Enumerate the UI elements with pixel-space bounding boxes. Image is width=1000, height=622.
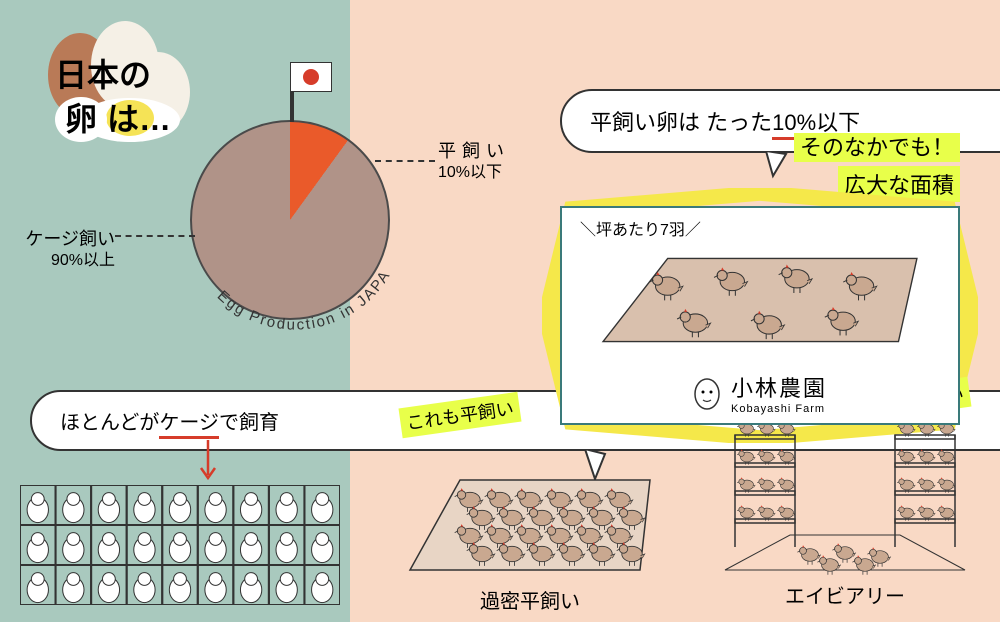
farm-box: ＼坪あたり7羽／ <box>560 206 960 425</box>
title-line1: 日本の <box>55 55 171 97</box>
aviary-caption: エイビアリー <box>720 580 970 609</box>
pie-body <box>190 120 390 320</box>
density-label: ＼坪あたり7羽／ <box>580 216 950 240</box>
arrow-down-icon <box>198 440 218 485</box>
japan-dot-icon <box>303 69 319 85</box>
crowded-block: これも平飼い <box>400 400 660 614</box>
pie-label-free: 平飼い 10%以下 <box>438 140 510 184</box>
cage-rack-illustration <box>20 485 340 605</box>
pie-chart: Egg Production in JAPAN <box>190 120 410 340</box>
farm-card-frame: ＼坪あたり7羽／ <box>560 206 960 425</box>
crowded-illustration <box>400 430 660 580</box>
infographic-canvas: 日本の 卵は… Egg Production in JAPAN ケージ飼い 90… <box>0 0 1000 622</box>
egg-face-icon <box>693 376 721 410</box>
aviary-illustration <box>720 415 970 575</box>
crowded-caption: 過密平飼い <box>400 585 660 614</box>
leader-free <box>375 160 435 162</box>
flag <box>290 62 332 92</box>
title: 日本の 卵は… <box>55 55 171 142</box>
farm-logo: 小林農園 Kobayashi Farm <box>570 371 950 415</box>
farm-card: そのなかでも！ 広大な面積 ＼坪あたり7羽／ <box>560 130 960 425</box>
farm-hens-illustration <box>570 240 950 360</box>
title-egg-word: 卵 <box>55 97 107 143</box>
leader-cage <box>115 235 195 237</box>
pie-label-cage: ケージ飼い 90%以上 <box>20 228 115 272</box>
farm-name-block: 小林農園 Kobayashi Farm <box>731 371 827 415</box>
title-line2: 卵は… <box>55 97 171 143</box>
